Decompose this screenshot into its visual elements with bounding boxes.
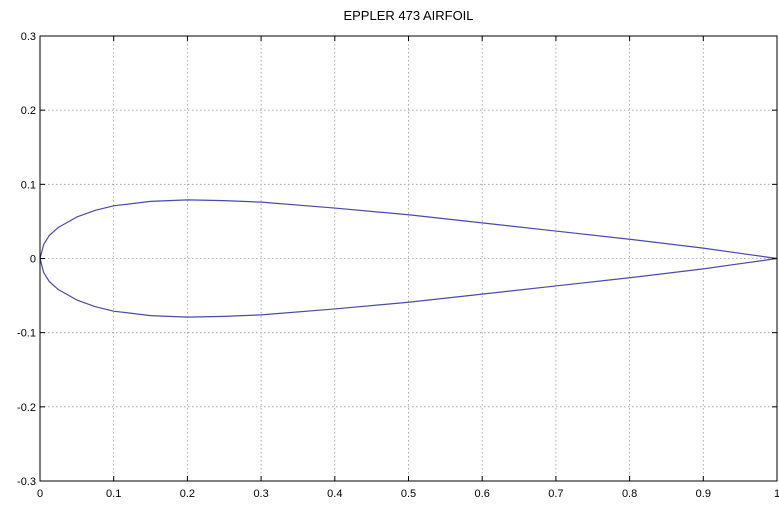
x-tick-label: 1 [774,488,779,500]
y-tick-label: 0 [30,254,36,266]
y-tick-label: -0.2 [17,402,36,414]
chart-title: EPPLER 473 AIRFOIL [343,8,473,23]
x-tick-label: 0.4 [327,488,342,500]
x-tick-label: 0.7 [548,488,563,500]
x-tick-label: 0.5 [401,488,416,500]
grid-lines [39,35,778,482]
axis-ticks: 0 0.1 0.2 0.3 0.4 0.5 0.6 0.7 0.8 0.9 10.30.20.10-… [17,31,779,500]
x-tick-label: 0 [37,488,43,500]
y-tick-label: 0.2 [21,105,36,117]
x-tick-label: 0.1 [106,488,121,500]
x-tick-label: 0.2 [180,488,195,500]
x-tick-label: 0.3 [253,488,268,500]
y-tick-label: 0.1 [21,179,36,191]
x-tick-label: 0.6 [475,488,490,500]
x-tick-label: 0.9 [696,488,711,500]
y-tick-label: -0.3 [17,476,36,488]
y-tick-label: -0.1 [17,328,36,340]
x-tick-label: 0.8 [622,488,637,500]
y-tick-label: 0.3 [21,31,36,43]
